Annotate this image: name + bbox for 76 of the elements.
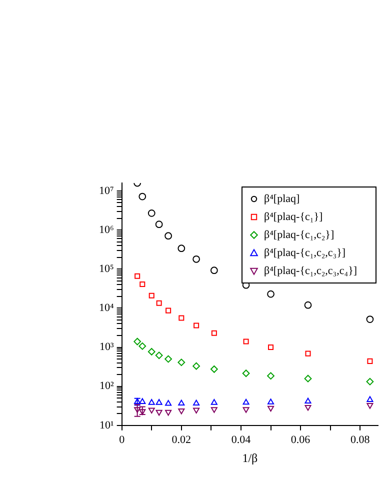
point: [138, 342, 146, 350]
x-tick-label: 0.04: [231, 434, 252, 446]
y-tick-label: 10³: [100, 341, 115, 354]
point: [243, 338, 249, 344]
point: [304, 301, 312, 309]
point: [164, 232, 172, 240]
point: [367, 358, 373, 364]
point: [140, 281, 146, 288]
point: [304, 398, 312, 404]
point: [194, 322, 200, 328]
point: [134, 273, 140, 279]
point: [148, 408, 155, 414]
y-tick-label: 10⁶: [98, 224, 114, 236]
point: [178, 408, 185, 414]
legend-label: β⁴[plaq-{c₁,c₂,c₃}]: [264, 246, 346, 259]
point: [155, 352, 163, 360]
point: [267, 290, 274, 298]
legend-label: β⁴[plaq-{c₁}]: [264, 210, 323, 223]
point: [304, 374, 312, 382]
point: [366, 316, 374, 323]
x-tick-label: 0.06: [290, 434, 311, 446]
point: [165, 400, 172, 406]
point: [156, 300, 162, 306]
point: [138, 192, 146, 200]
point: [134, 338, 142, 346]
point: [242, 407, 250, 413]
point: [304, 404, 312, 411]
point: [178, 315, 184, 321]
x-axis-title: 1/β: [242, 450, 258, 465]
y-tick-label: 10²: [100, 380, 115, 392]
x-tick-label: 0.08: [350, 434, 370, 446]
point: [210, 266, 218, 274]
y-tick-label: 10⁵: [98, 263, 114, 276]
point: [178, 244, 186, 252]
point: [155, 220, 163, 228]
point: [210, 365, 218, 373]
point: [366, 396, 374, 402]
point: [211, 330, 217, 336]
point: [148, 399, 155, 405]
point: [148, 209, 156, 217]
point: [366, 378, 374, 386]
legend-label: β⁴[plaq-{c₁,c₂,c₃,c₄}]: [264, 264, 358, 277]
point: [178, 358, 186, 366]
point: [139, 409, 146, 415]
y-tick-label: 10¹: [100, 419, 114, 432]
point: [210, 407, 218, 413]
point: [192, 255, 200, 263]
point: [305, 350, 311, 356]
point: [193, 400, 200, 406]
point: [193, 408, 200, 414]
point: [178, 400, 185, 406]
point: [148, 292, 154, 298]
legend-label: β⁴[plaq]: [264, 192, 300, 205]
y-tick-label: 10⁷: [98, 184, 114, 197]
point: [192, 362, 200, 370]
x-tick-label: 0.02: [172, 434, 192, 446]
point: [267, 406, 274, 412]
point: [267, 398, 274, 404]
point: [242, 398, 250, 405]
y-tick-label: 10⁴: [98, 302, 114, 314]
point: [268, 344, 274, 350]
point: [156, 410, 162, 416]
point: [164, 355, 172, 363]
point: [267, 372, 274, 380]
point: [242, 370, 250, 378]
point: [148, 348, 156, 356]
point: [210, 399, 218, 405]
point: [134, 407, 141, 413]
point: [366, 403, 374, 409]
point: [139, 398, 146, 404]
point: [166, 308, 172, 314]
point: [165, 410, 172, 416]
x-tick-label: 0: [119, 434, 126, 446]
point: [134, 398, 141, 404]
legend-label: β⁴[plaq-{c₁,c₂}]: [264, 228, 334, 241]
point: [156, 399, 162, 405]
